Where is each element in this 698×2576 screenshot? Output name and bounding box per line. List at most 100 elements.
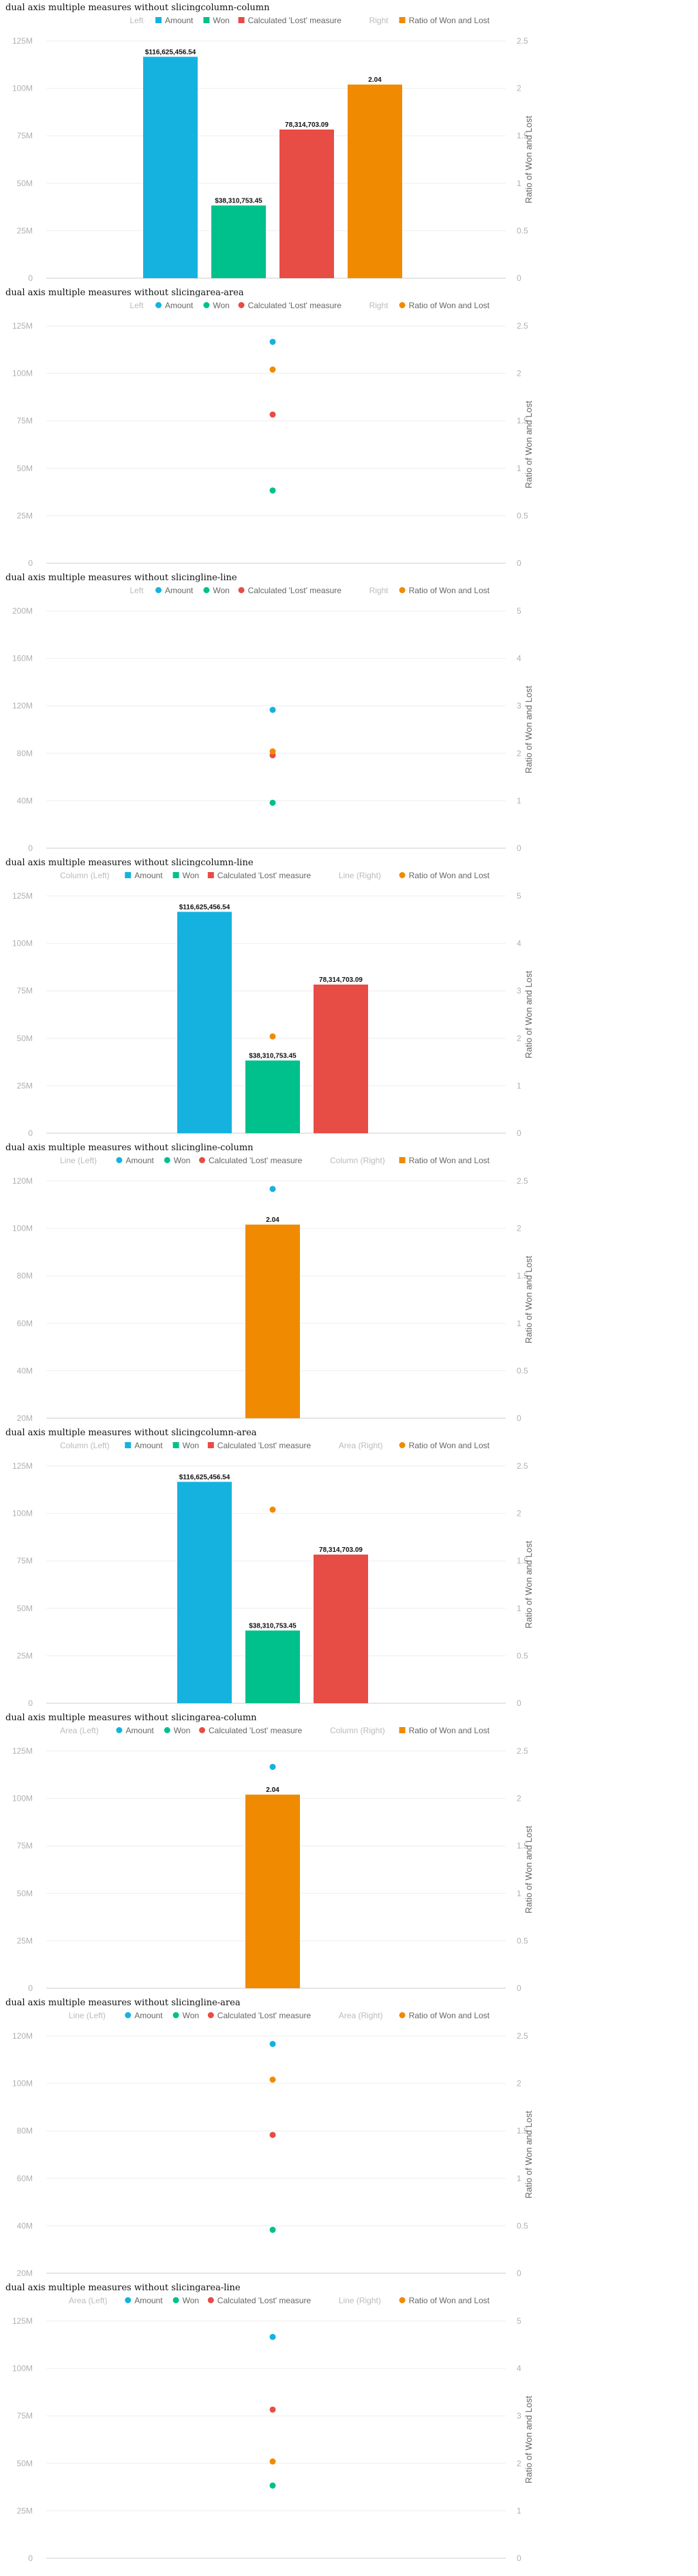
right-tick-label: 1: [517, 2174, 521, 2183]
right-tick-label: 1: [517, 1319, 521, 1328]
left-tick-label: 125M: [12, 891, 33, 901]
legend-marker-dot: [199, 1727, 205, 1733]
chart-title: dual axis multiple measures without slic…: [5, 288, 244, 298]
legend-marker-square: [399, 1157, 406, 1163]
legend-marker-square: [125, 872, 132, 878]
left-tick-label: 100M: [12, 1509, 33, 1518]
data-label: $116,625,456.54: [179, 903, 230, 911]
right-axis-title: Ratio of Won and Lost: [524, 400, 534, 488]
right-tick-label: 5: [517, 2316, 521, 2326]
chart-svg-column-area: 125M 100M 75M 50M 25M 0 2.5 2 1.5 1 0.5 0 Ratio of W…: [12, 1441, 534, 1708]
right-tick-label: 0: [517, 273, 521, 283]
left-tick-label: 0: [28, 273, 33, 283]
legend-marker-square: [207, 872, 214, 878]
data-label: $38,310,753.45: [215, 197, 262, 205]
bar: [245, 1630, 300, 1703]
right-tick-label: 3: [517, 701, 521, 710]
legend-item-label: Won: [183, 2011, 199, 2020]
right-tick-label: 1: [517, 179, 521, 188]
right-tick-label: 0: [517, 2268, 521, 2278]
right-tick-label: 1.5: [517, 1271, 528, 1280]
left-tick-label: 20M: [17, 1413, 33, 1423]
right-tick-label: 2.5: [517, 2031, 528, 2041]
legend-item-label: Won: [174, 1156, 190, 1165]
legend-group-label: Line (Right): [339, 2296, 381, 2305]
legend-item-label: Won: [213, 586, 229, 595]
legend-item-label: Calculated 'Lost' measure: [217, 871, 312, 880]
legend-marker-dot: [116, 1727, 123, 1733]
right-axis-title: Ratio of Won and Lost: [524, 1540, 534, 1628]
legend-marker-square: [172, 1442, 179, 1448]
left-tick-label: 75M: [17, 1841, 33, 1851]
legend-marker-square: [399, 17, 406, 23]
data-point: [269, 706, 276, 713]
chart-panel-column-column: dual axis multiple measures without slic…: [0, 0, 698, 285]
chart-svg-column-line: 125M 100M 75M 50M 25M 0 5 4 3 2 1 0 Ratio of Won and…: [12, 871, 534, 1138]
chart-title: dual axis multiple measures without slic…: [5, 2283, 241, 2293]
left-tick-label: 0: [28, 558, 33, 568]
bar: [245, 1060, 300, 1133]
legend-marker-dot: [164, 1157, 170, 1163]
left-tick-label: 50M: [17, 1034, 33, 1043]
legend-marker-dot: [203, 587, 210, 593]
legend-marker-square: [203, 17, 210, 23]
legend-group-label: Left: [130, 16, 144, 25]
left-tick-label: 125M: [12, 321, 33, 331]
legend-marker-dot: [399, 872, 406, 878]
left-tick-label: 160M: [12, 654, 33, 663]
left-tick-label: 50M: [17, 179, 33, 188]
left-tick-label: 60M: [17, 2174, 33, 2183]
left-tick-label: 125M: [12, 36, 33, 46]
right-tick-label: 4: [517, 939, 521, 948]
chart-panel-line-line: dual axis multiple measures without slic…: [0, 570, 698, 855]
legend-item-label: Won: [213, 16, 229, 25]
left-tick-label: 25M: [17, 2506, 33, 2515]
chart-title: dual axis multiple measures without slic…: [5, 1713, 257, 1723]
chart-panel-area-line: dual axis multiple measures without slic…: [0, 2280, 698, 2565]
chart-title: dual axis multiple measures without slic…: [5, 1998, 241, 2008]
data-label: $38,310,753.45: [249, 1622, 297, 1630]
data-point: [269, 2226, 276, 2233]
right-tick-label: 1.5: [517, 2126, 528, 2136]
legend-item-label: Calculated 'Lost' measure: [248, 586, 342, 595]
right-axis-title: Ratio of Won and Lost: [524, 2395, 534, 2483]
legend-marker-dot: [399, 1442, 406, 1448]
right-tick-label: 1: [517, 464, 521, 473]
legend-group-label: Line (Left): [69, 2011, 106, 2020]
right-tick-label: 1: [517, 1604, 521, 1613]
data-label: $38,310,753.45: [249, 1052, 297, 1060]
legend-group-label: Right: [369, 301, 389, 310]
right-axis-title: Ratio of Won and Lost: [524, 1255, 534, 1343]
left-tick-label: 60M: [17, 1319, 33, 1328]
right-tick-label: 1.5: [517, 1841, 528, 1851]
left-tick-label: 100M: [12, 2079, 33, 2088]
left-tick-label: 120M: [12, 1176, 33, 1186]
legend-group-label: Right: [369, 16, 389, 25]
legend-item-label: Won: [183, 1441, 199, 1450]
right-tick-label: 0: [517, 1983, 521, 1993]
data-point: [269, 1506, 276, 1513]
legend-marker-dot: [164, 1727, 170, 1733]
left-tick-label: 25M: [17, 1651, 33, 1660]
left-tick-label: 0: [28, 1698, 33, 1708]
legend-item-label: Ratio of Won and Lost: [409, 2011, 490, 2020]
data-point: [269, 338, 276, 345]
data-point: [269, 1033, 276, 1040]
legend-marker-dot: [399, 2297, 406, 2303]
right-tick-label: 2: [517, 1034, 521, 1043]
right-tick-label: 0.5: [517, 226, 528, 235]
legend-marker-dot: [238, 587, 245, 593]
data-point: [269, 2076, 276, 2083]
data-point: [269, 366, 276, 373]
legend-item-label: Won: [213, 301, 229, 310]
chart-panel-column-area: dual axis multiple measures without slic…: [0, 1425, 698, 1710]
bar: [245, 1225, 300, 1418]
left-tick-label: 75M: [17, 1556, 33, 1566]
left-tick-label: 125M: [12, 2316, 33, 2326]
right-tick-label: 0.5: [517, 1366, 528, 1375]
data-point: [269, 2333, 276, 2340]
chart-title: dual axis multiple measures without slic…: [5, 3, 270, 13]
legend-group-label: Column (Right): [330, 1726, 385, 1735]
left-tick-label: 40M: [17, 796, 33, 805]
legend-group-label: Area (Right): [339, 2011, 383, 2020]
